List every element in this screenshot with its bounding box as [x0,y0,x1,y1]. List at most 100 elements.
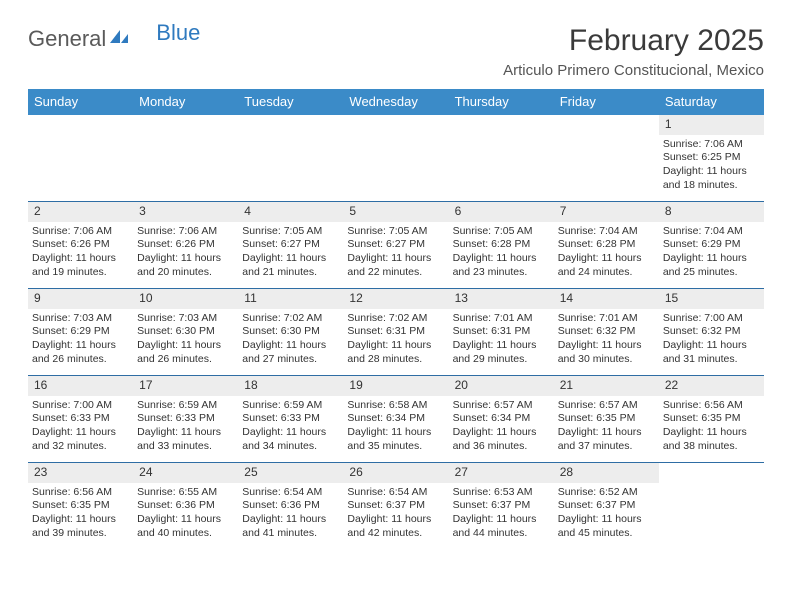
calendar-day-cell: 8Sunrise: 7:04 AMSunset: 6:29 PMDaylight… [659,202,764,288]
sunset-text: Sunset: 6:28 PM [558,238,655,252]
sunset-text: Sunset: 6:29 PM [663,238,760,252]
calendar-day-cell: 16Sunrise: 7:00 AMSunset: 6:33 PMDayligh… [28,376,133,462]
weeks-container: 1Sunrise: 7:06 AMSunset: 6:25 PMDaylight… [28,115,764,549]
sunrise-text: Sunrise: 6:57 AM [453,399,550,413]
daylight-text: Daylight: 11 hours and 40 minutes. [137,513,234,540]
day-details: Sunrise: 6:53 AMSunset: 6:37 PMDaylight:… [453,486,550,541]
calendar-week-row: 23Sunrise: 6:56 AMSunset: 6:35 PMDayligh… [28,463,764,549]
day-number: 26 [343,463,448,483]
sunrise-text: Sunrise: 7:02 AM [242,312,339,326]
day-number: 14 [554,289,659,309]
day-number: 19 [343,376,448,396]
sunset-text: Sunset: 6:32 PM [558,325,655,339]
daylight-text: Daylight: 11 hours and 32 minutes. [32,426,129,453]
day-details: Sunrise: 6:59 AMSunset: 6:33 PMDaylight:… [242,399,339,454]
calendar-day-cell [659,463,764,549]
calendar-day-cell [238,115,343,201]
sunrise-text: Sunrise: 6:59 AM [137,399,234,413]
weekday-header: Friday [554,89,659,115]
weekday-header-row: Sunday Monday Tuesday Wednesday Thursday… [28,89,764,115]
daylight-text: Daylight: 11 hours and 20 minutes. [137,252,234,279]
sunrise-text: Sunrise: 7:02 AM [347,312,444,326]
daylight-text: Daylight: 11 hours and 44 minutes. [453,513,550,540]
calendar-day-cell [343,115,448,201]
sunset-text: Sunset: 6:37 PM [347,499,444,513]
sunrise-text: Sunrise: 7:05 AM [347,225,444,239]
calendar-subtitle: Articulo Primero Constitucional, Mexico [503,62,764,79]
day-number: 5 [343,202,448,222]
sunrise-text: Sunrise: 6:56 AM [32,486,129,500]
calendar-day-cell: 6 Sunrise: 7:05 AMSunset: 6:28 PMDaylight… [449,202,554,288]
sunset-text: Sunset: 6:34 PM [453,412,550,426]
sunset-text: Sunset: 6:35 PM [558,412,655,426]
calendar-day-cell: 9Sunrise: 7:03 AMSunset: 6:29 PMDaylight… [28,289,133,375]
daylight-text: Daylight: 11 hours and 45 minutes. [558,513,655,540]
day-number: 22 [659,376,764,396]
weekday-header: Wednesday [343,89,448,115]
logo-text-2: Blue [156,20,200,46]
day-details: Sunrise: 7:04 AMSunset: 6:28 PMDaylight:… [558,225,655,280]
calendar-day-cell: 22 Sunrise: 6:56 AMSunset: 6:35 PMDayligh… [659,376,764,462]
sunset-text: Sunset: 6:33 PM [32,412,129,426]
calendar-day-cell: 4Sunrise: 7:05 AMSunset: 6:27 PMDaylight… [238,202,343,288]
calendar-day-cell: 3Sunrise: 7:06 AMSunset: 6:26 PMDaylight… [133,202,238,288]
page-header: General Blue February 2025 Articulo Prim… [28,24,764,79]
sunrise-text: Sunrise: 7:00 AM [663,312,760,326]
day-number: 28 [554,463,659,483]
calendar-day-cell [28,115,133,201]
calendar-day-cell: 24Sunrise: 6:55 AMSunset: 6:36 PMDayligh… [133,463,238,549]
calendar-day-cell: 5Sunrise: 7:05 AMSunset: 6:27 PMDaylight… [343,202,448,288]
daylight-text: Daylight: 11 hours and 23 minutes. [453,252,550,279]
daylight-text: Daylight: 11 hours and 29 minutes. [453,339,550,366]
day-details: Sunrise: 7:06 AMSunset: 6:25 PMDaylight:… [663,138,760,193]
day-details: Sunrise: 7:05 AMSunset: 6:28 PMDaylight:… [453,225,550,280]
sunrise-text: Sunrise: 6:55 AM [137,486,234,500]
sunset-text: Sunset: 6:26 PM [137,238,234,252]
daylight-text: Daylight: 11 hours and 35 minutes. [347,426,444,453]
sunset-text: Sunset: 6:30 PM [137,325,234,339]
weekday-header: Sunday [28,89,133,115]
calendar-week-row: 1Sunrise: 7:06 AMSunset: 6:25 PMDaylight… [28,115,764,202]
day-details: Sunrise: 6:56 AMSunset: 6:35 PMDaylight:… [663,399,760,454]
calendar-day-cell: 2Sunrise: 7:06 AMSunset: 6:26 PMDaylight… [28,202,133,288]
calendar-week-row: 9Sunrise: 7:03 AMSunset: 6:29 PMDaylight… [28,289,764,376]
sunset-text: Sunset: 6:29 PM [32,325,129,339]
sunset-text: Sunset: 6:36 PM [137,499,234,513]
calendar-day-cell: 13Sunrise: 7:01 AMSunset: 6:31 PMDayligh… [449,289,554,375]
daylight-text: Daylight: 11 hours and 37 minutes. [558,426,655,453]
sunrise-text: Sunrise: 7:06 AM [663,138,760,152]
sunrise-text: Sunrise: 6:56 AM [663,399,760,413]
day-number: 21 [554,376,659,396]
sunrise-text: Sunrise: 6:58 AM [347,399,444,413]
sunset-text: Sunset: 6:37 PM [453,499,550,513]
day-number: 15 [659,289,764,309]
day-number: 9 [28,289,133,309]
weekday-header: Thursday [449,89,554,115]
day-number: 2 [28,202,133,222]
daylight-text: Daylight: 11 hours and 38 minutes. [663,426,760,453]
day-number: 23 [28,463,133,483]
day-number: 11 [238,289,343,309]
sunrise-text: Sunrise: 6:52 AM [558,486,655,500]
daylight-text: Daylight: 11 hours and 25 minutes. [663,252,760,279]
calendar-day-cell: 28Sunrise: 6:52 AMSunset: 6:37 PMDayligh… [554,463,659,549]
sunset-text: Sunset: 6:31 PM [347,325,444,339]
calendar-day-cell: 21Sunrise: 6:57 AMSunset: 6:35 PMDayligh… [554,376,659,462]
calendar-day-cell: 10Sunrise: 7:03 AMSunset: 6:30 PMDayligh… [133,289,238,375]
day-details: Sunrise: 6:59 AMSunset: 6:33 PMDaylight:… [137,399,234,454]
sunrise-text: Sunrise: 7:04 AM [663,225,760,239]
day-details: Sunrise: 7:02 AMSunset: 6:30 PMDaylight:… [242,312,339,367]
sunset-text: Sunset: 6:31 PM [453,325,550,339]
sunrise-text: Sunrise: 7:06 AM [32,225,129,239]
day-number: 6 [449,202,554,222]
day-number: 13 [449,289,554,309]
daylight-text: Daylight: 11 hours and 42 minutes. [347,513,444,540]
day-details: Sunrise: 7:02 AMSunset: 6:31 PMDaylight:… [347,312,444,367]
calendar-grid: Sunday Monday Tuesday Wednesday Thursday… [28,89,764,549]
brand-logo: General Blue [28,24,200,52]
day-details: Sunrise: 7:06 AMSunset: 6:26 PMDaylight:… [137,225,234,280]
sunrise-text: Sunrise: 6:54 AM [242,486,339,500]
daylight-text: Daylight: 11 hours and 33 minutes. [137,426,234,453]
day-details: Sunrise: 7:01 AMSunset: 6:32 PMDaylight:… [558,312,655,367]
calendar-day-cell: 27Sunrise: 6:53 AMSunset: 6:37 PMDayligh… [449,463,554,549]
